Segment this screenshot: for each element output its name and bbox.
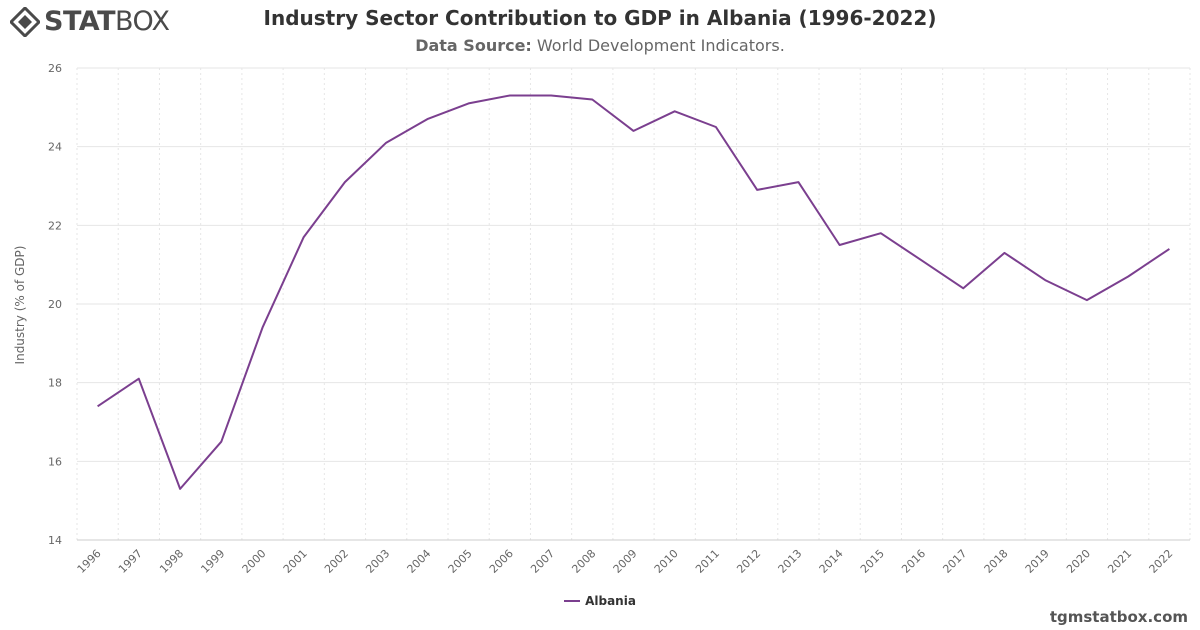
data-point[interactable] — [838, 243, 842, 247]
x-tick-label: 1996 — [75, 547, 104, 576]
x-tick-label: 2018 — [982, 547, 1011, 576]
y-tick-label: 14 — [48, 534, 62, 547]
data-point[interactable] — [714, 125, 718, 129]
x-tick-label: 1999 — [198, 547, 227, 576]
series-layer — [96, 94, 1171, 491]
data-point[interactable] — [549, 94, 553, 98]
y-tick-label: 24 — [48, 141, 62, 154]
x-tick-label: 2009 — [611, 547, 640, 576]
data-point[interactable] — [137, 377, 141, 381]
data-point[interactable] — [425, 117, 429, 121]
data-point[interactable] — [1085, 298, 1089, 302]
x-tick-label: 2002 — [322, 547, 351, 576]
x-tick-label: 2021 — [1105, 547, 1134, 576]
x-tick-label: 2005 — [446, 547, 475, 576]
x-tick-label: 2016 — [899, 547, 928, 576]
legend[interactable]: Albania — [0, 594, 1200, 608]
x-tick-label: 2010 — [652, 547, 681, 576]
legend-swatch-albania — [564, 600, 581, 602]
data-point[interactable] — [178, 487, 182, 491]
source-credit: tgmstatbox.com — [1049, 608, 1188, 626]
data-point[interactable] — [261, 326, 265, 330]
x-tick-label: 2020 — [1064, 547, 1093, 576]
x-tick-label: 2012 — [734, 547, 763, 576]
data-point[interactable] — [673, 109, 677, 113]
x-tick-label: 2003 — [363, 547, 392, 576]
legend-label-albania: Albania — [585, 594, 636, 608]
x-tick-label: 2013 — [776, 547, 805, 576]
data-point[interactable] — [343, 180, 347, 184]
x-tick-label: 2017 — [940, 547, 969, 576]
x-tick-label: 2008 — [569, 547, 598, 576]
y-tick-label: 26 — [48, 62, 62, 75]
logo-wordmark: STATBOX — [44, 6, 170, 37]
x-tick-label: 1998 — [157, 547, 186, 576]
series-line-albania — [97, 94, 1170, 490]
x-tick-label: 2014 — [817, 547, 846, 576]
data-point[interactable] — [1044, 278, 1048, 282]
chart-title: Industry Sector Contribution to GDP in A… — [263, 6, 937, 30]
data-point[interactable] — [508, 94, 512, 98]
subtitle-text: World Development Indicators. — [536, 36, 785, 55]
data-point[interactable] — [590, 97, 594, 101]
x-tick-label: 2007 — [528, 547, 557, 576]
y-tick-label: 18 — [48, 377, 62, 390]
x-tick-label: 2011 — [693, 547, 722, 576]
data-point[interactable] — [302, 235, 306, 239]
x-tick-label: 2000 — [240, 547, 269, 576]
data-point[interactable] — [796, 180, 800, 184]
grid-lines — [76, 67, 1191, 541]
y-axis-label: Industry (% of GDP) — [13, 246, 27, 365]
x-tick-label: 2022 — [1147, 547, 1176, 576]
subtitle-label: Data Source: — [415, 36, 532, 55]
statbox-logo-icon — [10, 7, 40, 37]
data-point[interactable] — [96, 404, 100, 408]
x-tick-label: 2015 — [858, 547, 887, 576]
data-point[interactable] — [467, 101, 471, 105]
statbox-logo: STATBOX — [10, 6, 170, 38]
data-point[interactable] — [920, 259, 924, 263]
chart-subtitle: Data Source: World Development Indicator… — [0, 36, 1200, 55]
x-tick-label: 2001 — [281, 547, 310, 576]
data-point[interactable] — [755, 188, 759, 192]
x-tick-label: 1997 — [116, 547, 145, 576]
data-point[interactable] — [879, 231, 883, 235]
x-tick-label: 2019 — [1023, 547, 1052, 576]
data-point[interactable] — [632, 129, 636, 133]
y-tick-label: 20 — [48, 298, 62, 311]
data-point[interactable] — [1126, 274, 1130, 278]
data-point[interactable] — [384, 141, 388, 145]
y-tick-label: 16 — [48, 455, 62, 468]
y-tick-label: 22 — [48, 219, 62, 232]
data-point[interactable] — [1003, 251, 1007, 255]
data-point[interactable] — [961, 286, 965, 290]
x-tick-label: 2006 — [487, 547, 516, 576]
data-point[interactable] — [1167, 247, 1171, 251]
x-tick-label: 2004 — [405, 547, 434, 576]
data-point[interactable] — [219, 440, 223, 444]
